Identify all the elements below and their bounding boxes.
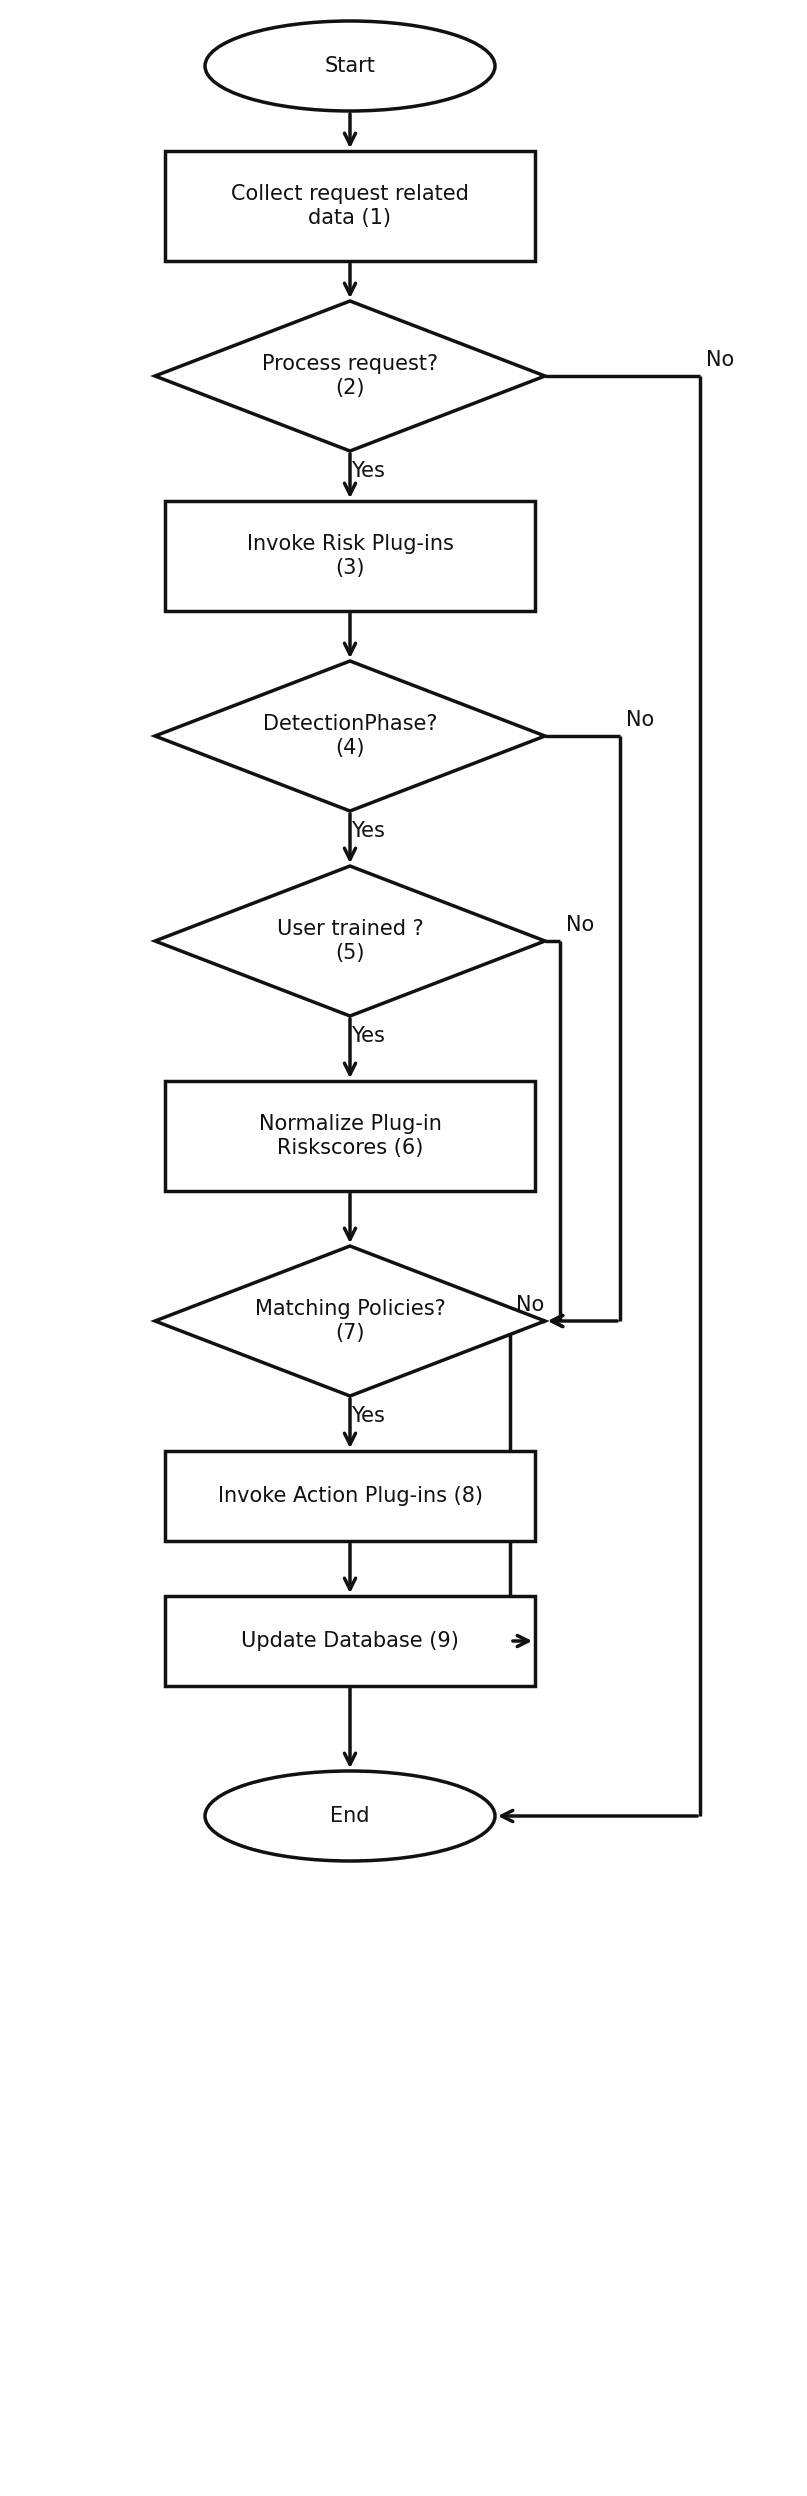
FancyBboxPatch shape (165, 1595, 535, 1685)
Text: No: No (706, 349, 734, 369)
Text: Yes: Yes (351, 821, 385, 841)
Text: Invoke Risk Plug-ins
(3): Invoke Risk Plug-ins (3) (247, 534, 454, 577)
Text: No: No (626, 709, 654, 729)
Text: Invoke Action Plug-ins (8): Invoke Action Plug-ins (8) (218, 1485, 483, 1505)
Text: Yes: Yes (351, 1026, 385, 1046)
Text: Normalize Plug-in
Riskscores (6): Normalize Plug-in Riskscores (6) (258, 1113, 441, 1158)
Text: End: End (330, 1807, 370, 1827)
Text: Yes: Yes (351, 462, 385, 482)
Text: DetectionPhase?
(4): DetectionPhase? (4) (263, 714, 437, 759)
Text: User trained ?
(5): User trained ? (5) (277, 919, 424, 963)
FancyBboxPatch shape (165, 502, 535, 612)
Polygon shape (155, 866, 545, 1016)
FancyBboxPatch shape (165, 1450, 535, 1540)
Text: No: No (516, 1295, 544, 1315)
Polygon shape (155, 1246, 545, 1395)
Polygon shape (155, 661, 545, 811)
Text: No: No (566, 916, 594, 936)
Polygon shape (155, 302, 545, 452)
Ellipse shape (205, 1772, 495, 1862)
Text: Yes: Yes (351, 1405, 385, 1425)
Text: Collect request related
data (1): Collect request related data (1) (231, 185, 469, 227)
FancyBboxPatch shape (165, 1081, 535, 1191)
FancyBboxPatch shape (165, 150, 535, 262)
Text: Update Database (9): Update Database (9) (241, 1630, 459, 1650)
Text: Matching Policies?
(7): Matching Policies? (7) (255, 1300, 445, 1343)
Text: Start: Start (324, 55, 375, 75)
Ellipse shape (205, 20, 495, 110)
Text: Process request?
(2): Process request? (2) (262, 354, 438, 397)
